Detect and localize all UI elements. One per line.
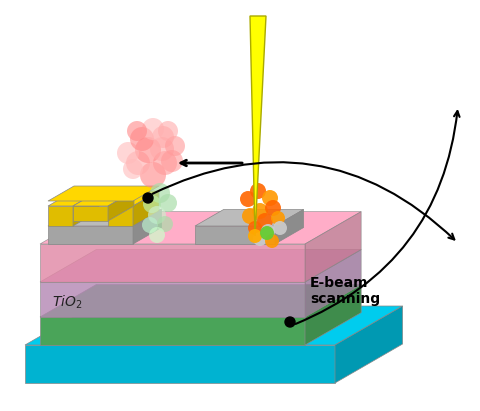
Polygon shape — [25, 306, 403, 345]
Polygon shape — [73, 206, 108, 221]
Circle shape — [262, 190, 278, 206]
Circle shape — [260, 226, 274, 240]
Polygon shape — [335, 306, 403, 383]
Polygon shape — [195, 210, 304, 226]
Circle shape — [149, 227, 165, 243]
Polygon shape — [48, 226, 133, 244]
Polygon shape — [48, 210, 162, 226]
Polygon shape — [40, 244, 305, 282]
Text: TiO$_2$: TiO$_2$ — [52, 293, 83, 311]
Polygon shape — [40, 249, 361, 282]
Polygon shape — [48, 206, 73, 226]
Circle shape — [130, 127, 154, 151]
Polygon shape — [108, 206, 133, 226]
Polygon shape — [108, 191, 134, 221]
Circle shape — [285, 317, 295, 327]
Circle shape — [142, 118, 164, 140]
Polygon shape — [25, 345, 335, 383]
Polygon shape — [73, 191, 99, 226]
Text: E-beam
scanning: E-beam scanning — [310, 276, 380, 306]
Circle shape — [140, 162, 166, 188]
Circle shape — [257, 213, 273, 229]
Circle shape — [273, 221, 287, 235]
Circle shape — [143, 195, 161, 213]
Polygon shape — [40, 212, 361, 244]
Circle shape — [150, 183, 170, 203]
Circle shape — [117, 142, 139, 164]
Polygon shape — [250, 16, 266, 236]
Circle shape — [157, 216, 173, 232]
Circle shape — [148, 206, 166, 224]
Polygon shape — [133, 191, 159, 226]
Circle shape — [159, 194, 177, 212]
Polygon shape — [48, 191, 99, 206]
Circle shape — [250, 183, 266, 199]
Polygon shape — [305, 249, 361, 317]
Circle shape — [271, 211, 285, 225]
Circle shape — [123, 159, 143, 179]
Polygon shape — [108, 191, 159, 206]
Circle shape — [165, 136, 185, 156]
Circle shape — [161, 150, 183, 172]
Circle shape — [126, 151, 150, 175]
Circle shape — [252, 203, 268, 219]
Circle shape — [158, 121, 178, 141]
Circle shape — [265, 200, 281, 216]
Circle shape — [248, 221, 262, 235]
Polygon shape — [305, 212, 361, 282]
Polygon shape — [275, 210, 304, 244]
Circle shape — [135, 137, 161, 163]
Circle shape — [152, 126, 174, 148]
Circle shape — [143, 193, 153, 203]
Polygon shape — [133, 210, 162, 244]
Polygon shape — [305, 284, 361, 345]
Circle shape — [127, 121, 147, 141]
Circle shape — [261, 224, 275, 238]
Circle shape — [150, 137, 174, 161]
Polygon shape — [40, 284, 361, 317]
Polygon shape — [73, 191, 134, 206]
Circle shape — [153, 151, 177, 175]
Polygon shape — [40, 282, 305, 317]
Polygon shape — [40, 317, 305, 345]
Polygon shape — [48, 186, 159, 201]
Circle shape — [242, 208, 258, 224]
Circle shape — [265, 234, 279, 248]
Circle shape — [248, 229, 262, 243]
Circle shape — [142, 217, 158, 233]
Circle shape — [253, 232, 267, 246]
Polygon shape — [195, 226, 275, 244]
Circle shape — [240, 191, 256, 207]
